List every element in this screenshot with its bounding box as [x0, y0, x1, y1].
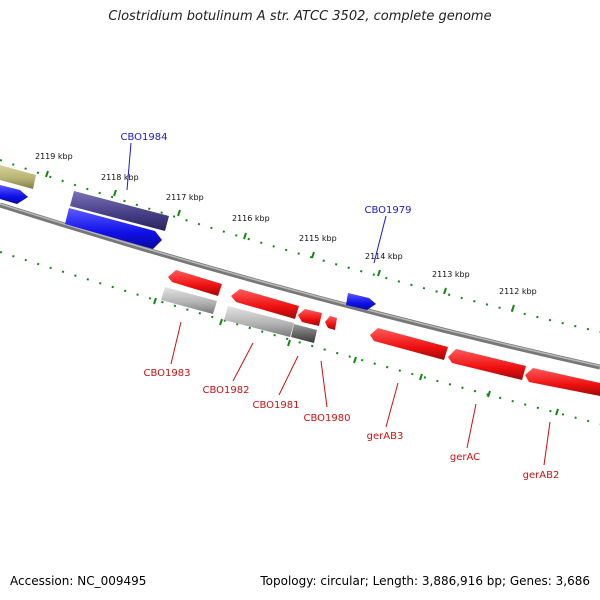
feature-gerab2-cds[interactable]: [525, 368, 600, 396]
feature-cbo1979-cds[interactable]: [346, 293, 376, 310]
feature-cbo1984-gene[interactable]: [70, 191, 169, 231]
gene-label-cbo1981: CBO1981: [253, 400, 300, 411]
feature-blue-cds-left[interactable]: [0, 185, 28, 204]
inner-tick-ring: [0, 251, 600, 425]
scale-label-2114: 2114 kbp: [365, 252, 403, 261]
map-title: Clostridium botulinum A str. ATCC 3502, …: [108, 9, 492, 24]
feature-cbo1983-cds[interactable]: [168, 270, 222, 296]
gene-label-cbo1979: CBO1979: [365, 205, 412, 216]
gene-label-gerab3: gerAB3: [367, 431, 404, 442]
label-leader-lines: [126, 142, 551, 466]
scale-label-2118: 2118 kbp: [101, 173, 139, 182]
outer-tick-ring: [0, 159, 600, 333]
scale-label-2112: 2112 kbp: [499, 287, 537, 296]
feature-cbo1982-cds[interactable]: [231, 289, 299, 319]
feature-olive-gene[interactable]: [0, 165, 36, 189]
gene-label-cbo1983: CBO1983: [144, 368, 191, 379]
scale-label-2119: 2119 kbp: [35, 152, 73, 161]
gene-label-gerab2: gerAB2: [523, 470, 560, 481]
genome-backbone: [0, 202, 600, 370]
feature-cbo1984-cds[interactable]: [65, 208, 162, 249]
genome-backbone-highlight: [0, 203, 600, 367]
genome-stats-label: Topology: circular; Length: 3,886,916 bp…: [260, 574, 590, 588]
gene-label-cbo1980: CBO1980: [304, 413, 351, 424]
feature-gerab3-cds[interactable]: [370, 328, 448, 360]
accession-label: Accession: NC_009495: [10, 574, 147, 588]
feature-cbo1983-pseudo[interactable]: [161, 287, 217, 314]
scale-label-2115: 2115 kbp: [299, 234, 337, 243]
scale-label-2116: 2116 kbp: [232, 214, 270, 223]
gene-label-cbo1984: CBO1984: [121, 132, 168, 143]
feature-gerac-cds[interactable]: [448, 349, 526, 380]
gene-label-cbo1982: CBO1982: [203, 385, 250, 396]
feature-cbo1981-cds[interactable]: [298, 309, 322, 326]
gene-label-gerac: gerAC: [450, 452, 480, 463]
outer-major-ticks: [45, 170, 515, 312]
feature-cbo1980-cds[interactable]: [325, 316, 337, 330]
inner-major-ticks: [153, 297, 559, 416]
feature-cbo1980-pseudo[interactable]: [291, 324, 317, 343]
scale-label-2117: 2117 kbp: [166, 193, 204, 202]
scale-label-2113: 2113 kbp: [432, 270, 470, 279]
feature-cbo1982-pseudo[interactable]: [224, 306, 294, 337]
